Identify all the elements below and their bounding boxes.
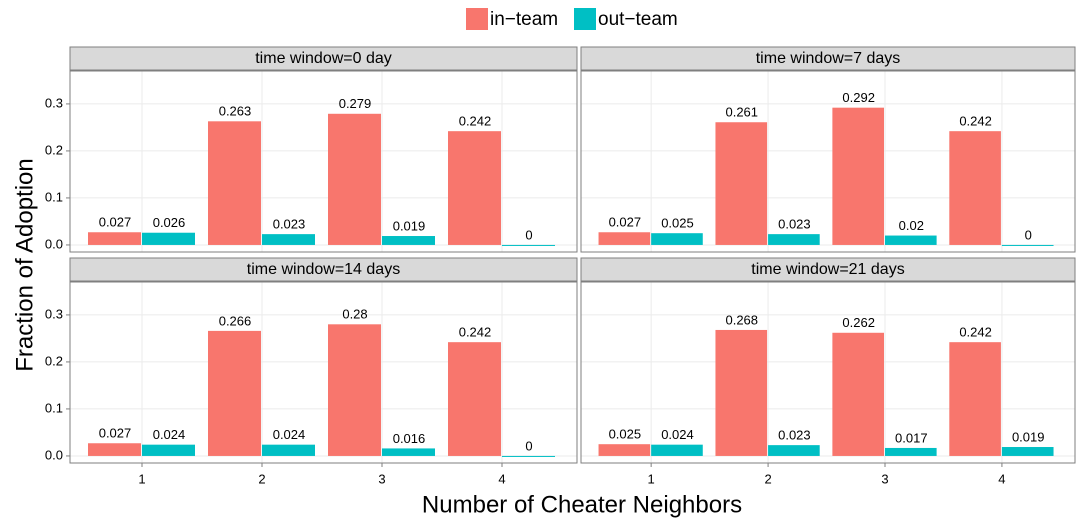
y-axis-title: Fraction of Adoption xyxy=(11,158,38,371)
strip-title: time window=21 days xyxy=(751,261,904,278)
x-tick-label: 3 xyxy=(881,471,888,486)
data-label: 0.024 xyxy=(153,427,186,442)
data-label: 0 xyxy=(1025,227,1032,242)
bar xyxy=(382,448,435,456)
data-label: 0.242 xyxy=(959,114,992,129)
x-tick-label: 3 xyxy=(378,471,385,486)
data-label: 0.242 xyxy=(459,114,492,129)
strip-title: time window=7 days xyxy=(756,50,901,67)
x-tick-label: 4 xyxy=(998,471,1005,486)
x-tick-label: 2 xyxy=(258,471,265,486)
bar xyxy=(598,232,651,245)
bar xyxy=(328,324,381,456)
data-label: 0.242 xyxy=(459,325,492,340)
bar xyxy=(651,444,703,456)
y-tick-label: 0.3 xyxy=(45,306,63,321)
legend-swatch xyxy=(466,8,488,30)
y-tick-label: 0.2 xyxy=(45,353,63,368)
data-label: 0.019 xyxy=(393,218,426,233)
panel-border xyxy=(69,281,578,464)
data-label: 0.261 xyxy=(725,105,758,120)
bar xyxy=(651,233,703,245)
bar xyxy=(448,131,501,245)
x-tick-label: 2 xyxy=(764,471,771,486)
data-label: 0.016 xyxy=(393,431,426,446)
bar xyxy=(1001,447,1054,456)
bar xyxy=(885,235,937,245)
data-label: 0.023 xyxy=(273,217,306,232)
data-label: 0 xyxy=(525,227,532,242)
panel-border xyxy=(580,281,1076,464)
bar xyxy=(885,447,937,456)
y-tick-label: 0.1 xyxy=(45,189,63,204)
x-tick-label: 1 xyxy=(138,471,145,486)
data-label: 0.262 xyxy=(842,315,875,330)
data-label: 0.027 xyxy=(99,426,132,441)
x-axis-title: Number of Cheater Neighbors xyxy=(422,491,742,518)
panel-border xyxy=(580,70,1076,253)
strip-background xyxy=(69,46,578,71)
data-label: 0.025 xyxy=(609,427,642,442)
data-label: 0 xyxy=(525,438,532,453)
bar xyxy=(208,330,261,456)
data-label: 0.242 xyxy=(959,325,992,340)
bar xyxy=(142,232,195,245)
x-tick-label: 4 xyxy=(498,471,505,486)
data-label: 0.025 xyxy=(661,216,694,231)
data-label: 0.017 xyxy=(895,430,928,445)
legend-label: in−team xyxy=(490,9,558,30)
bar xyxy=(88,232,141,245)
data-label: 0.28 xyxy=(342,307,367,322)
data-label: 0.019 xyxy=(1012,429,1045,444)
bar xyxy=(832,107,884,245)
bar xyxy=(502,244,555,246)
strip-background xyxy=(69,257,578,282)
bar xyxy=(832,332,884,456)
bar xyxy=(598,444,651,456)
bar xyxy=(768,445,820,456)
y-tick-label: 0.2 xyxy=(45,142,63,157)
bar xyxy=(262,444,315,456)
strip-background xyxy=(580,46,1076,71)
bar xyxy=(142,444,195,456)
y-tick-label: 0.1 xyxy=(45,400,63,415)
bar xyxy=(262,234,315,245)
bar xyxy=(949,131,1001,245)
y-tick-label: 0.0 xyxy=(45,447,63,462)
strip-title: time window=0 day xyxy=(255,50,392,67)
bar xyxy=(715,122,768,245)
data-label: 0.268 xyxy=(725,312,758,327)
bar xyxy=(715,329,768,456)
data-label: 0.023 xyxy=(778,428,811,443)
data-label: 0.024 xyxy=(661,427,694,442)
data-label: 0.263 xyxy=(219,104,252,119)
data-label: 0.027 xyxy=(99,215,132,230)
panel-border xyxy=(69,70,578,253)
y-tick-label: 0.3 xyxy=(45,95,63,110)
data-label: 0.023 xyxy=(778,217,811,232)
legend-swatch xyxy=(574,8,596,30)
bar xyxy=(328,113,381,245)
bar xyxy=(502,455,555,457)
strip-background xyxy=(580,257,1076,282)
data-label: 0.02 xyxy=(899,218,924,233)
data-label: 0.027 xyxy=(609,215,642,230)
data-label: 0.266 xyxy=(219,313,252,328)
bar xyxy=(768,234,820,245)
bar xyxy=(208,121,261,245)
legend-label: out−team xyxy=(598,9,678,30)
data-label: 0.024 xyxy=(273,427,306,442)
data-label: 0.279 xyxy=(339,96,372,111)
y-tick-label: 0.0 xyxy=(45,236,63,251)
strip-title: time window=14 days xyxy=(247,261,400,278)
bar xyxy=(448,342,501,456)
bar xyxy=(382,236,435,245)
bar xyxy=(1001,244,1054,246)
x-tick-label: 1 xyxy=(648,471,655,486)
bar xyxy=(88,443,141,456)
bar xyxy=(949,342,1001,456)
data-label: 0.026 xyxy=(153,215,186,230)
data-label: 0.292 xyxy=(842,90,875,105)
